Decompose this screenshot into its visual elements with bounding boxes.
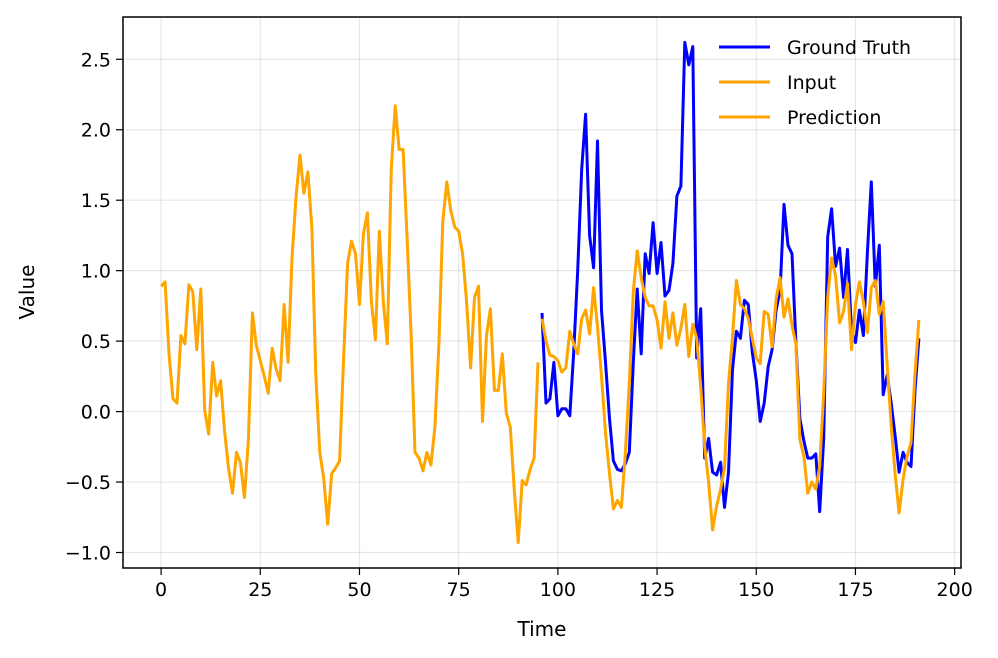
legend: Ground Truth Input Prediction — [719, 37, 911, 129]
y-tick-label: 0.5 — [81, 331, 111, 353]
legend-label: Input — [787, 72, 836, 94]
x-tick-label: 50 — [347, 579, 371, 601]
y-tick-label: −1.0 — [65, 542, 111, 564]
y-tick-label: −0.5 — [65, 472, 111, 494]
y-tick-label: 2.0 — [81, 120, 111, 142]
y-axis: −1.0 −0.5 0.0 0.5 1.0 1.5 2.0 2.5 — [65, 49, 123, 564]
x-tick-label: 25 — [248, 579, 272, 601]
series-line-prediction — [540, 249, 921, 532]
plot-frame — [122, 16, 962, 569]
x-tick-label: 200 — [937, 579, 973, 601]
x-tick-label: 125 — [639, 579, 675, 601]
series-line-input — [160, 104, 540, 545]
y-tick-label: 2.5 — [81, 49, 111, 71]
x-tick-label: 75 — [447, 579, 471, 601]
x-tick-label: 175 — [837, 579, 873, 601]
x-axis: 0 25 50 75 100 125 150 175 200 — [155, 568, 973, 601]
y-tick-label: 1.0 — [81, 261, 111, 283]
x-tick-label: 0 — [155, 579, 167, 601]
x-tick-label: 100 — [540, 579, 576, 601]
grid — [123, 17, 961, 568]
y-axis-label: Value — [15, 265, 39, 320]
series-lines — [160, 40, 921, 545]
legend-label: Prediction — [787, 107, 881, 129]
y-tick-label: 0.0 — [81, 402, 111, 424]
x-axis-label: Time — [517, 617, 567, 641]
legend-label: Ground Truth — [787, 37, 911, 59]
y-tick-label: 1.5 — [81, 190, 111, 212]
series-line-ground-truth — [540, 40, 921, 514]
x-tick-label: 150 — [738, 579, 774, 601]
